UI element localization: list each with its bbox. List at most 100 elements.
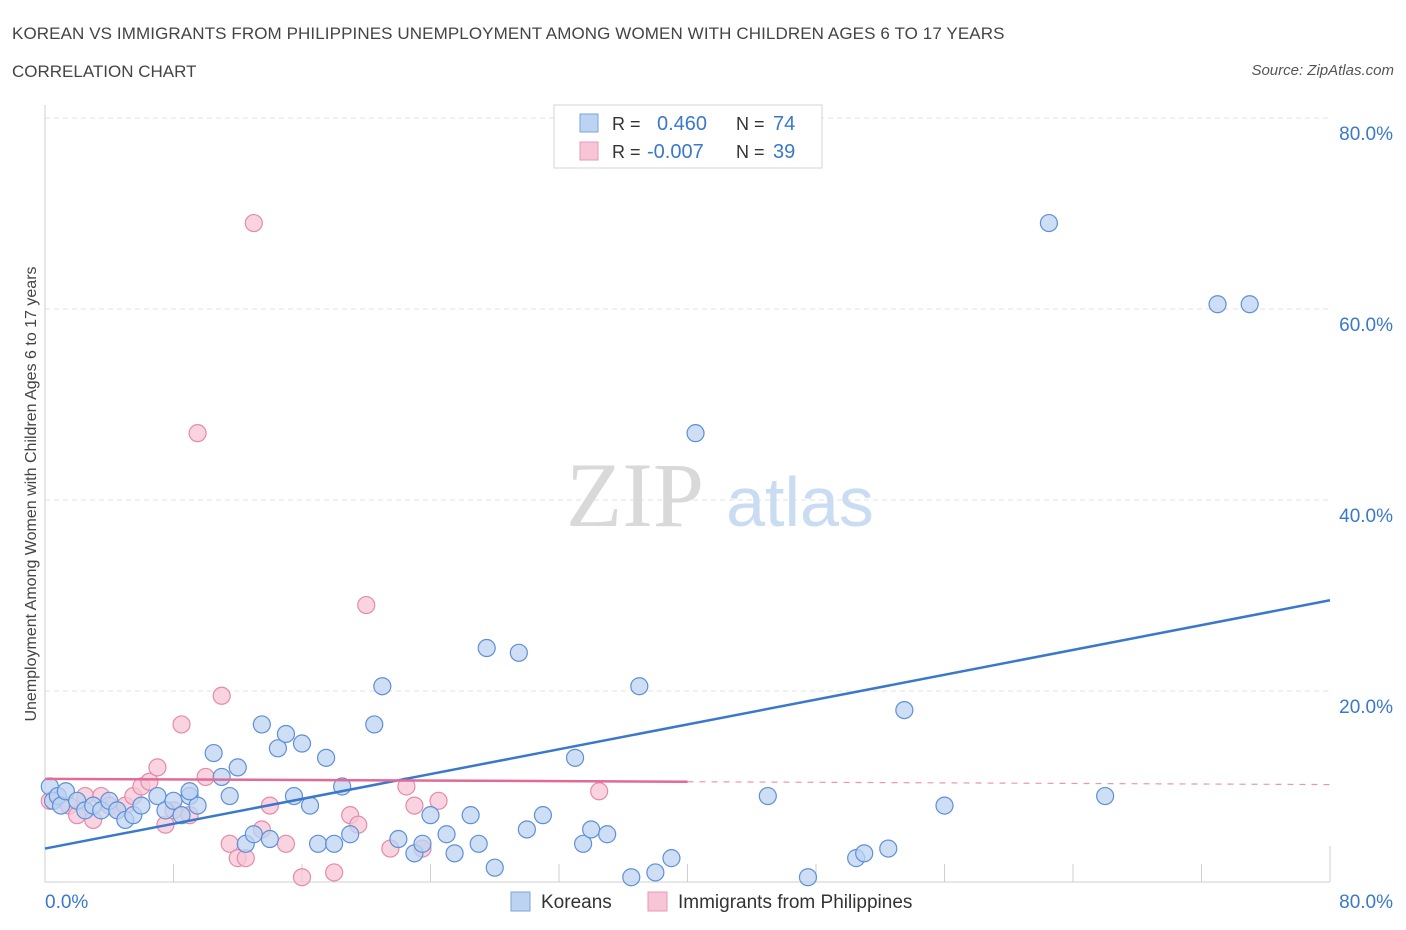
point-philippines-32 [357, 595, 376, 615]
point-koreans-17 [172, 806, 191, 825]
point-koreans-23 [228, 758, 247, 777]
point-philippines-37 [429, 791, 448, 810]
point-koreans-57 [622, 868, 641, 887]
point-philippines-19 [196, 767, 215, 787]
point-koreans-51 [517, 820, 536, 839]
legend-r-value-koreans: 0.460 [657, 113, 707, 135]
y-axis-label: Unemployment Among Women with Children A… [23, 266, 40, 721]
legend-n-label-koreans: N = [736, 114, 765, 134]
point-philippines-27 [276, 834, 296, 853]
point-koreans-13 [132, 796, 151, 815]
point-koreans-34 [316, 748, 336, 767]
point-philippines-35 [405, 796, 424, 815]
point-koreans-59 [646, 863, 665, 882]
legend-top: R = 0.460 N = 74 R = -0.007 N = 39 [553, 104, 823, 169]
legend-bottom-label-koreans: Koreans [541, 892, 612, 913]
point-koreans-21 [212, 767, 231, 787]
point-koreans-20 [204, 743, 223, 763]
legend-n-value-philippines: 39 [773, 141, 795, 163]
point-koreans-42 [413, 834, 432, 853]
legend-r-label-koreans: R = [612, 114, 641, 134]
point-koreans-58 [630, 677, 649, 696]
watermark-atlas: atlas [726, 463, 874, 541]
point-koreans-50 [509, 643, 528, 662]
legend-bottom-label-philippines: Immigrants from Philippines [678, 892, 912, 913]
series-koreans-points [40, 213, 1259, 887]
point-philippines-12 [140, 772, 159, 791]
point-koreans-71 [1208, 295, 1227, 314]
point-philippines-13 [148, 758, 167, 777]
point-koreans-39 [373, 677, 392, 696]
point-philippines-20 [212, 686, 231, 705]
point-koreans-54 [573, 834, 593, 853]
point-koreans-70 [1096, 786, 1115, 806]
point-koreans-35 [325, 834, 344, 853]
chart-title: KOREAN VS IMMIGRANTS FROM PHILIPPINES UN… [12, 24, 1005, 43]
y-tick-label-3: 80.0% [1339, 124, 1393, 145]
point-philippines-18 [188, 424, 207, 443]
x-tick-label-min: 0.0% [45, 892, 88, 913]
point-koreans-29 [276, 724, 296, 744]
point-koreans-56 [598, 825, 617, 844]
point-koreans-33 [308, 834, 328, 853]
y-tick-label-0: 20.0% [1339, 697, 1393, 718]
point-koreans-22 [220, 786, 239, 806]
legend-r-value-philippines: -0.007 [647, 141, 704, 163]
legend-n-value-koreans: 74 [773, 113, 795, 135]
point-koreans-65 [855, 844, 874, 863]
point-koreans-55 [582, 820, 601, 839]
point-koreans-25 [244, 825, 263, 844]
y-tick-label-1: 40.0% [1339, 506, 1393, 527]
legend-n-label-philippines: N = [736, 142, 765, 162]
point-koreans-52 [533, 806, 553, 825]
legend-top-box [553, 104, 823, 169]
point-koreans-73 [180, 782, 199, 801]
grid-lines [45, 117, 1330, 692]
point-koreans-37 [341, 825, 360, 844]
point-koreans-68 [935, 796, 954, 815]
point-koreans-31 [292, 734, 312, 753]
point-philippines-16 [172, 715, 191, 734]
point-koreans-66 [879, 839, 898, 858]
point-philippines-28 [292, 868, 312, 887]
x-tick-label-max: 80.0% [1339, 892, 1393, 913]
point-koreans-49 [485, 858, 504, 877]
point-koreans-38 [365, 715, 384, 734]
point-philippines-29 [325, 863, 344, 882]
point-koreans-45 [445, 844, 464, 863]
point-koreans-61 [686, 424, 705, 443]
point-philippines-24 [244, 213, 263, 233]
trend-line-koreans [44, 599, 1331, 850]
trend-lines [44, 599, 1331, 850]
point-koreans-26 [252, 715, 271, 734]
trend-line-philippines-dashed [687, 781, 1331, 786]
point-koreans-67 [895, 700, 914, 720]
legend-swatch-philippines [579, 141, 599, 161]
source-label: Source: ZipAtlas.com [1251, 62, 1394, 79]
legend-bottom-swatch-philippines [647, 891, 668, 912]
point-koreans-28 [268, 739, 288, 758]
point-koreans-53 [565, 748, 585, 767]
series-philippines-points [40, 213, 609, 887]
watermark-zip: ZIP [566, 444, 704, 546]
point-koreans-40 [389, 829, 408, 849]
point-koreans-47 [469, 834, 488, 853]
point-koreans-43 [421, 806, 440, 825]
y-tick-label-2: 60.0% [1339, 315, 1393, 336]
point-koreans-69 [1039, 213, 1059, 233]
trend-line-philippines [44, 777, 688, 783]
point-koreans-19 [188, 796, 207, 815]
point-koreans-62 [758, 786, 777, 806]
legend-bottom-swatch-koreans [510, 891, 531, 912]
chart-subtitle: CORRELATION CHART [12, 62, 197, 81]
point-koreans-60 [662, 849, 681, 868]
legend-swatch-koreans [579, 113, 599, 133]
watermark: ZIP atlas [566, 444, 874, 546]
point-koreans-72 [1240, 295, 1259, 314]
point-koreans-27 [260, 829, 279, 849]
legend-r-label-philippines: R = [612, 142, 641, 162]
tick-labels: 20.0% 40.0% 60.0% 80.0% 0.0% 80.0% [45, 124, 1393, 913]
point-koreans-44 [437, 825, 456, 844]
point-koreans-63 [798, 868, 818, 887]
